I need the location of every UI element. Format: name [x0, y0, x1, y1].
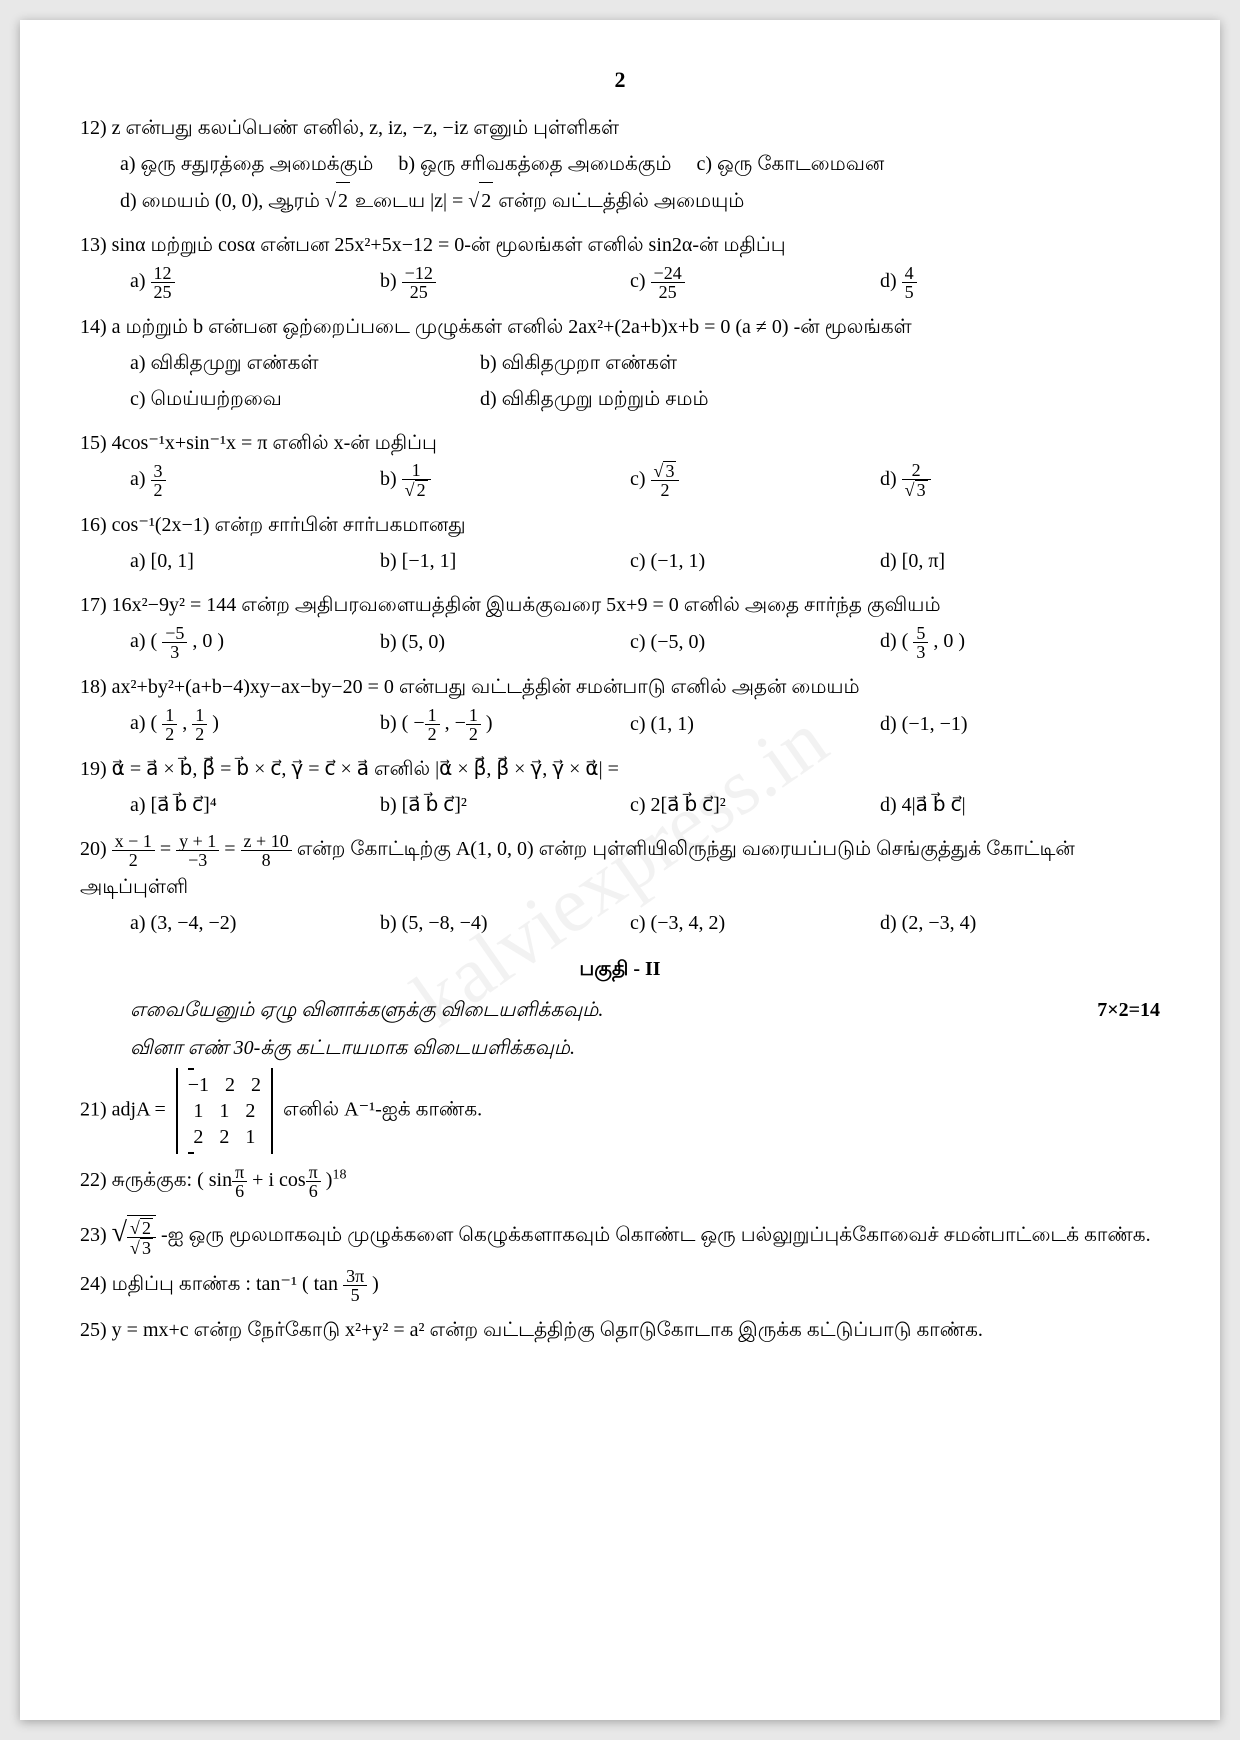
q12-opt-d: d) மையம் (0, 0), ஆரம் 2 உடைய |z| = 2 என்… [120, 190, 744, 212]
q19-opt-a: a) [a⃗ b⃗ c⃗]⁴ [130, 787, 350, 823]
q20-opt-c: c) (−3, 4, 2) [630, 905, 850, 941]
q13-num: 13) [80, 234, 107, 256]
sqrt-icon [325, 190, 336, 212]
q20-text: என்ற கோட்டிற்கு A(1, 0, 0) என்ற புள்ளியி… [80, 838, 1075, 898]
q24-num: 24) [80, 1273, 107, 1295]
q12-text: z என்பது கலப்பெண் எனில், z, iz, −z, −iz … [112, 117, 619, 139]
q17-opt-d: d) ( 53 , 0 ) [880, 623, 1100, 661]
part-2-marks: 7×2=14 [1097, 992, 1160, 1028]
q13-opt-a: a) 1225 [130, 263, 350, 301]
q16-opt-d: d) [0, π] [880, 543, 1100, 579]
q12-opt-c: c) ஒரு கோடமைவன [696, 153, 884, 175]
q12-num: 12) [80, 117, 107, 139]
q14-num: 14) [80, 316, 107, 338]
q19-opt-d: d) 4|a⃗ b⃗ c⃗| [880, 787, 1100, 823]
question-14: 14) a மற்றும் b என்பன ஒற்றைப்படை முழுக்க… [80, 309, 1160, 417]
q18-opt-c: c) (1, 1) [630, 706, 850, 742]
question-23: 23) √23 -ஐ ஒரு மூலமாகவும் முழுக்களை கெழு… [80, 1208, 1160, 1258]
part-2-title: பகுதி - II [80, 951, 1160, 987]
q21-num: 21) [80, 1098, 107, 1120]
q12-opt-a: a) ஒரு சதுரத்தை அமைக்கும் [120, 153, 373, 175]
q16-opt-a: a) [0, 1] [130, 543, 350, 579]
q14-opt-a: a) விகிதமுறு எண்கள் [130, 345, 450, 381]
q16-num: 16) [80, 514, 107, 536]
q23-num: 23) [80, 1224, 107, 1246]
sqrt-icon [468, 190, 479, 212]
q17-text: 16x²−9y² = 144 என்ற அதிபரவளையத்தின் இயக்… [112, 594, 941, 616]
question-22: 22) சுருக்குக: ( sinπ6 + i cosπ6 )18 [80, 1162, 1160, 1200]
q19-opt-c: c) 2[a⃗ b⃗ c⃗]² [630, 787, 850, 823]
exam-page: kalviexpress.in 2 12) z என்பது கலப்பெண் … [20, 20, 1220, 1720]
q20-opt-d: d) (2, −3, 4) [880, 905, 1100, 941]
matrix-icon: −122 112 221 [176, 1068, 273, 1154]
q15-opt-d: d) 23 [880, 461, 1100, 499]
q15-opt-b: b) 12 [380, 461, 600, 499]
q19-num: 19) [80, 758, 107, 780]
q16-opt-c: c) (−1, 1) [630, 543, 850, 579]
q25-num: 25) [80, 1319, 107, 1341]
question-15: 15) 4cos⁻¹x+sin⁻¹x = π எனில் x-ன் மதிப்ப… [80, 425, 1160, 499]
q22-num: 22) [80, 1169, 107, 1191]
question-16: 16) cos⁻¹(2x−1) என்ற சார்பின் சார்பகமானத… [80, 507, 1160, 579]
q20-opt-b: b) (5, −8, −4) [380, 905, 600, 941]
q14-text: a மற்றும் b என்பன ஒற்றைப்படை முழுக்கள் எ… [112, 316, 912, 338]
q15-opt-c: c) 32 [630, 461, 850, 499]
question-18: 18) ax²+by²+(a+b−4)xy−ax−by−20 = 0 என்பத… [80, 669, 1160, 743]
q19-text: α⃗ = a⃗ × b⃗, β⃗ = b⃗ × c⃗, γ⃗ = c⃗ × a⃗… [112, 758, 619, 780]
question-21: 21) adjA = −122 112 221 எனில் A⁻¹-ஐக் கா… [80, 1068, 1160, 1154]
question-12: 12) z என்பது கலப்பெண் எனில், z, iz, −z, … [80, 110, 1160, 219]
q17-opt-b: b) (5, 0) [380, 624, 600, 660]
question-19: 19) α⃗ = a⃗ × b⃗, β⃗ = b⃗ × c⃗, γ⃗ = c⃗ … [80, 751, 1160, 823]
q19-opt-b: b) [a⃗ b⃗ c⃗]² [380, 787, 600, 823]
question-20: 20) x − 12 = y + 1−3 = z + 108 என்ற கோட்… [80, 831, 1160, 941]
q25-text: y = mx+c என்ற நேர்கோடு x²+y² = a² என்ற வ… [112, 1319, 983, 1341]
q18-opt-d: d) (−1, −1) [880, 706, 1100, 742]
q15-num: 15) [80, 432, 107, 454]
q16-text: cos⁻¹(2x−1) என்ற சார்பின் சார்பகமானது [112, 514, 466, 536]
q15-opt-a: a) 32 [130, 461, 350, 499]
q13-opt-d: d) 45 [880, 263, 1100, 301]
q17-num: 17) [80, 594, 107, 616]
q15-text: 4cos⁻¹x+sin⁻¹x = π எனில் x-ன் மதிப்பு [112, 432, 437, 454]
q14-opt-b: b) விகிதமுறா எண்கள் [480, 345, 800, 381]
q13-opt-b: b) −1225 [380, 263, 600, 301]
q20-num: 20) [80, 838, 107, 860]
q14-opt-c: c) மெய்யற்றவை [130, 381, 450, 417]
q18-text: ax²+by²+(a+b−4)xy−ax−by−20 = 0 என்பது வட… [112, 676, 860, 698]
question-25: 25) y = mx+c என்ற நேர்கோடு x²+y² = a² என… [80, 1312, 1160, 1348]
q14-opt-d: d) விகிதமுறு மற்றும் சமம் [480, 381, 800, 417]
question-24: 24) மதிப்பு காண்க : tan⁻¹ ( tan 3π5 ) [80, 1266, 1160, 1304]
q17-opt-a: a) ( −53 , 0 ) [130, 623, 350, 661]
q13-opt-c: c) −2425 [630, 263, 850, 301]
question-17: 17) 16x²−9y² = 144 என்ற அதிபரவளையத்தின் … [80, 587, 1160, 661]
q18-opt-b: b) ( −12 , −12 ) [380, 705, 600, 743]
q20-opt-a: a) (3, −4, −2) [130, 905, 350, 941]
part-2-instr-1: எவையேனும் ஏழு வினாக்களுக்கு விடையளிக்கவு… [130, 992, 1160, 1028]
page-number: 2 [80, 60, 1160, 100]
q12-opt-b: b) ஒரு சரிவகத்தை அமைக்கும் [398, 153, 671, 175]
q13-text: sinα மற்றும் cosα என்பன 25x²+5x−12 = 0-ன… [112, 234, 786, 256]
q18-num: 18) [80, 676, 107, 698]
q18-opt-a: a) ( 12 , 12 ) [130, 705, 350, 743]
part-2-instr-2: வினா எண் 30-க்கு கட்டாயமாக விடையளிக்கவும… [130, 1030, 1160, 1066]
question-13: 13) sinα மற்றும் cosα என்பன 25x²+5x−12 =… [80, 227, 1160, 301]
q16-opt-b: b) [−1, 1] [380, 543, 600, 579]
q17-opt-c: c) (−5, 0) [630, 624, 850, 660]
